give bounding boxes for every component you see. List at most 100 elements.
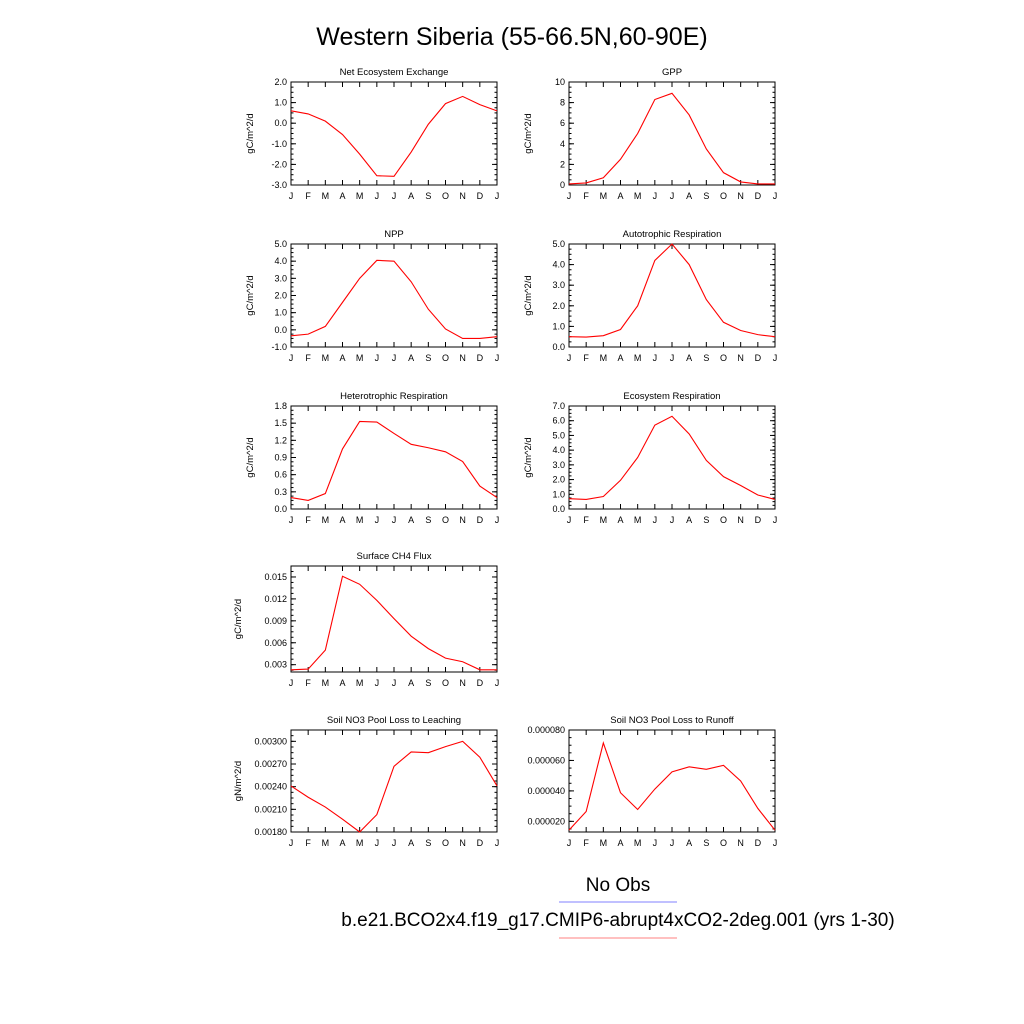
x-tick-label: J — [375, 838, 380, 848]
x-tick-label: A — [408, 191, 414, 201]
x-tick-label: M — [356, 678, 364, 688]
x-tick-label: A — [408, 515, 414, 525]
x-tick-label: M — [600, 515, 608, 525]
x-tick-label: O — [720, 515, 727, 525]
x-tick-label: J — [670, 191, 675, 201]
y-tick-label: 1.0 — [274, 308, 287, 318]
x-tick-label: F — [583, 515, 589, 525]
y-tick-label: 6.0 — [552, 416, 565, 426]
x-tick-label: J — [773, 515, 778, 525]
x-tick-label: D — [477, 191, 484, 201]
x-tick-label: A — [617, 515, 623, 525]
x-tick-label: J — [495, 353, 500, 363]
x-tick-label: J — [495, 191, 500, 201]
x-tick-label: M — [634, 353, 642, 363]
y-tick-label: 1.8 — [274, 401, 287, 411]
plot-frame — [290, 81, 498, 186]
x-tick-label: J — [653, 353, 658, 363]
series-line — [290, 259, 498, 339]
y-tick-label: 1.2 — [274, 435, 287, 445]
x-tick-label: J — [567, 515, 572, 525]
x-tick-label: O — [442, 515, 449, 525]
x-tick-label: J — [670, 838, 675, 848]
series-line — [568, 243, 776, 338]
legend: No Obs b.e21.BCO2x4.f19_g17.CMIP6-abrupt… — [341, 875, 895, 939]
x-tick-label: J — [653, 515, 658, 525]
y-tick-label: -1.0 — [271, 139, 287, 149]
y-axis-label: gC/m^2/d — [245, 275, 256, 315]
x-tick-label: N — [459, 678, 466, 688]
y-tick-label: 0.000080 — [527, 725, 565, 735]
y-tick-label: 5.0 — [552, 430, 565, 440]
x-tick-label: F — [305, 838, 311, 848]
series-line — [290, 95, 498, 177]
panel-title: Ecosystem Respiration — [623, 391, 720, 402]
x-tick-label: M — [634, 515, 642, 525]
y-tick-label: 0 — [560, 180, 565, 190]
x-tick-label: A — [686, 191, 692, 201]
x-tick-label: M — [600, 191, 608, 201]
series-line — [568, 92, 775, 185]
x-tick-label: D — [755, 515, 762, 525]
y-tick-label: 1.0 — [552, 489, 565, 499]
x-tick-label: S — [703, 191, 709, 201]
y-axis-label: gC/m^2/d — [233, 599, 244, 639]
y-tick-label: -2.0 — [271, 159, 287, 169]
x-tick-label: D — [477, 838, 484, 848]
y-tick-label: 0.0 — [552, 504, 565, 514]
x-tick-label: J — [567, 191, 572, 201]
y-tick-label: -3.0 — [271, 180, 287, 190]
x-tick-label: A — [617, 353, 623, 363]
y-tick-label: 0.000040 — [527, 786, 565, 796]
y-tick-label: 0.3 — [274, 487, 287, 497]
x-tick-label: M — [322, 678, 330, 688]
y-tick-label: 0.009 — [264, 616, 287, 626]
y-tick-label: 0.006 — [264, 638, 287, 648]
x-tick-label: N — [737, 191, 744, 201]
plot-frame — [290, 729, 498, 833]
x-tick-label: D — [477, 678, 484, 688]
x-tick-label: D — [477, 515, 484, 525]
x-tick-label: N — [459, 353, 466, 363]
y-tick-label: 0.000020 — [527, 816, 565, 826]
x-tick-label: M — [356, 515, 364, 525]
x-tick-label: J — [670, 515, 675, 525]
panel-title: Soil NO3 Pool Loss to Leaching — [327, 715, 461, 726]
x-tick-label: O — [720, 838, 727, 848]
x-tick-label: F — [305, 353, 311, 363]
y-tick-label: 7.0 — [552, 401, 565, 411]
x-tick-label: J — [567, 838, 572, 848]
x-tick-label: M — [356, 838, 364, 848]
y-axis-label: gN/m^2/d — [233, 761, 244, 801]
y-tick-label: 10 — [555, 77, 565, 87]
y-tick-label: 0.003 — [264, 660, 287, 670]
y-tick-label: 0.000060 — [527, 755, 565, 765]
x-tick-label: M — [322, 838, 330, 848]
x-tick-label: D — [755, 353, 762, 363]
panel-title: Soil NO3 Pool Loss to Runoff — [610, 715, 734, 726]
figure-title: Western Siberia (55-66.5N,60-90E) — [316, 23, 707, 51]
x-tick-label: J — [773, 838, 778, 848]
x-tick-label: N — [737, 515, 744, 525]
y-tick-label: 0.0 — [552, 342, 565, 352]
x-tick-label: N — [459, 191, 466, 201]
y-tick-label: 0.00270 — [254, 759, 287, 769]
plot-frame — [290, 243, 498, 348]
y-tick-label: 0.0 — [274, 118, 287, 128]
x-tick-label: A — [617, 838, 623, 848]
y-tick-label: 2.0 — [552, 475, 565, 485]
x-tick-label: N — [737, 353, 744, 363]
y-axis-label: gC/m^2/d — [523, 113, 534, 153]
x-tick-label: A — [339, 515, 345, 525]
y-tick-label: 3.0 — [274, 273, 287, 283]
x-tick-label: J — [773, 353, 778, 363]
x-tick-label: M — [600, 838, 608, 848]
x-tick-label: A — [408, 353, 414, 363]
x-tick-label: A — [339, 191, 345, 201]
x-tick-label: J — [289, 353, 294, 363]
x-tick-label: J — [495, 515, 500, 525]
